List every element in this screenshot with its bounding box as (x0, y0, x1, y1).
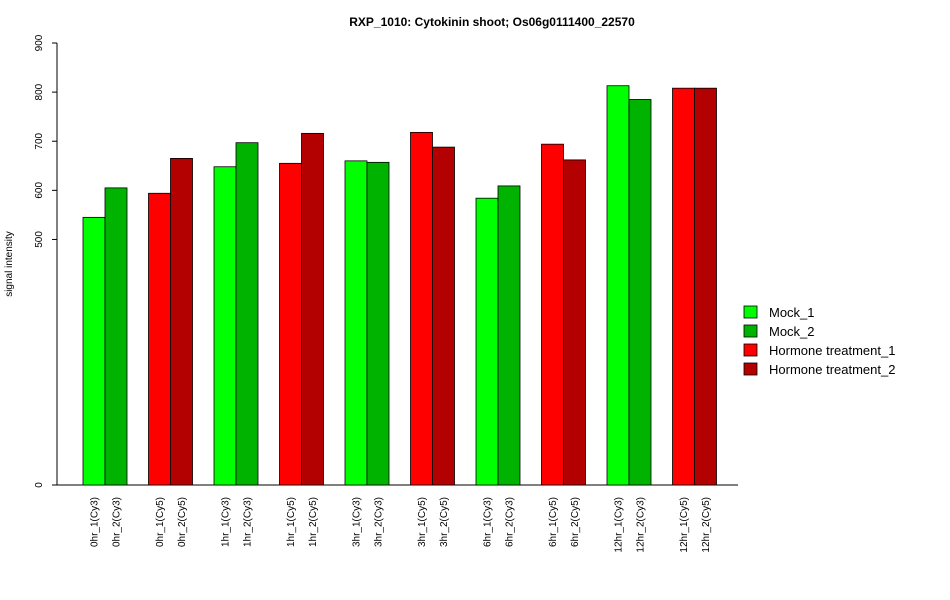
x-tick-label: 0hr_1(Cy3) (90, 497, 101, 547)
legend-entry: Hormone treatment_1 (769, 343, 895, 358)
x-tick-label: 1hr_1(Cy3) (221, 497, 232, 547)
legend-entry: Hormone treatment_2 (769, 362, 895, 377)
bar (628, 99, 652, 486)
x-tick-labels: 0hr_1(Cy3) 0hr_2(Cy3) 0hr_1(Cy5) 0hr_2(Cy5)… (90, 497, 713, 553)
y-tick-label: 800 (34, 83, 45, 100)
y-axis: 0 500 600 700 800 900 (34, 34, 58, 488)
y-tick-label: 700 (34, 132, 45, 149)
bars (82, 85, 717, 486)
x-tick-label: 6hr_1(Cy3) (483, 497, 494, 547)
y-tick-label: 0 (34, 482, 45, 488)
legend-swatch (743, 305, 758, 319)
x-tick-label: 6hr_2(Cy3) (505, 497, 516, 547)
x-tick-label: 12hr_1(Cy3) (614, 497, 625, 553)
bar (301, 132, 324, 486)
y-tick-label: 900 (34, 34, 45, 51)
x-tick-label: 3hr_1(Cy5) (417, 497, 428, 547)
x-tick-label: 12hr_2(Cy5) (701, 497, 712, 553)
x-tick-label: 6hr_1(Cy5) (548, 497, 559, 547)
bar (213, 166, 237, 486)
x-tick-label: 3hr_2(Cy5) (439, 497, 450, 547)
bar (672, 87, 695, 486)
legend-swatch (743, 362, 758, 376)
x-tick-label: 6hr_2(Cy5) (570, 497, 581, 547)
bar (104, 187, 128, 486)
x-tick-label: 0hr_1(Cy5) (155, 497, 166, 547)
chart-title: RXP_1010: Cytokinin shoot; Os06g0111400_… (349, 15, 635, 29)
x-tick-label: 0hr_2(Cy3) (112, 497, 123, 547)
bar (279, 162, 302, 486)
x-tick-label: 12hr_2(Cy3) (636, 497, 647, 553)
x-tick-label: 1hr_2(Cy3) (243, 497, 254, 547)
x-tick-label: 1hr_1(Cy5) (286, 497, 297, 547)
bar (82, 216, 106, 486)
bar (541, 143, 564, 486)
bar (366, 161, 390, 486)
bar (563, 159, 586, 486)
x-tick-label: 3hr_2(Cy3) (374, 497, 385, 547)
legend-entry: Mock_1 (769, 305, 815, 320)
x-tick-label: 3hr_1(Cy3) (352, 497, 363, 547)
bar (497, 185, 521, 486)
legend: Mock_1 Mock_2 Hormone treatment_1 Hormone t… (743, 305, 895, 377)
y-tick-label: 600 (34, 182, 45, 199)
bar (432, 146, 455, 486)
x-tick-label: 1hr_2(Cy5) (308, 497, 319, 547)
bar (148, 192, 171, 486)
legend-swatch (743, 343, 758, 357)
bar (606, 85, 630, 486)
legend-swatch (743, 324, 758, 338)
bar (694, 87, 717, 486)
bar (475, 197, 499, 486)
bar (235, 142, 259, 486)
y-axis-label: signal intensity (4, 231, 15, 297)
x-tick-label: 12hr_1(Cy5) (679, 497, 690, 553)
y-tick-label: 500 (34, 231, 45, 248)
x-tick-label: 0hr_2(Cy5) (177, 497, 188, 547)
legend-entry: Mock_2 (769, 324, 815, 339)
bar (170, 158, 193, 486)
bar (410, 131, 433, 486)
bar (344, 160, 368, 486)
